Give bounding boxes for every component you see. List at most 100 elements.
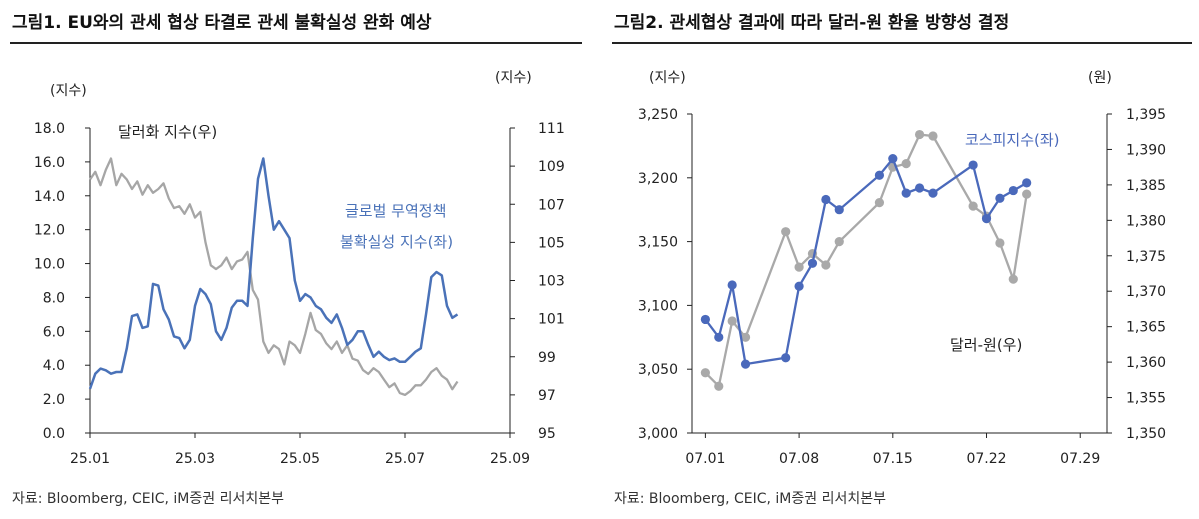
- kospi-point: [700, 314, 710, 325]
- right-tick-label: 99: [538, 350, 556, 366]
- left-tick-label: 16.0: [34, 155, 65, 171]
- usdkrw-point: [914, 129, 925, 140]
- kospi-point: [834, 205, 844, 215]
- kospi-point: [901, 188, 911, 198]
- left-tick-label: 8.0: [43, 290, 65, 306]
- usdkrw-point: [834, 237, 844, 247]
- series-line-dxy: [89, 157, 459, 397]
- kospi-point: [807, 258, 818, 268]
- kospi-point: [714, 332, 724, 342]
- x-tick-label: 25.05: [280, 451, 320, 467]
- kospi-point: [794, 281, 804, 291]
- left-tick-label: 6.0: [43, 324, 65, 340]
- series-label-usdkrw: 달러-원(우): [950, 336, 1022, 354]
- kospi-point: [727, 280, 737, 290]
- right-tick-label: 1,375: [1126, 249, 1166, 265]
- left-tick-label: 3,050: [638, 362, 678, 378]
- usdkrw-point: [901, 159, 911, 169]
- right-tick-label: 1,395: [1126, 107, 1166, 123]
- right-tick-label: 103: [538, 274, 565, 290]
- figure2-title-rule: [612, 42, 1192, 44]
- right-tick-label: 95: [538, 426, 556, 442]
- kospi-point: [888, 154, 898, 164]
- series-line-kospi: [704, 156, 1028, 366]
- left-tick-label: 18.0: [34, 121, 65, 137]
- right-tick-label: 105: [538, 235, 565, 251]
- x-tick-label: 07.22: [966, 451, 1006, 467]
- kospi-point: [981, 214, 992, 224]
- right-tick-label: 1,365: [1126, 320, 1166, 336]
- figure1-title: 그림1. EU와의 관세 협상 타결로 관세 불확실성 완화 예상: [12, 13, 432, 33]
- series-label-tpu-line2: 불확실성 지수(좌): [340, 233, 453, 251]
- right-tick-label: 1,390: [1126, 142, 1166, 158]
- usdkrw-point: [794, 262, 804, 272]
- kospi-point: [781, 353, 791, 363]
- kospi-point: [821, 194, 831, 205]
- chart1-dxy-vs-tpu: 0.0 2.0 4.0 6.0 8.0 10.0 12.0 14.0 16.0 18.0 95 97 9…: [34, 70, 565, 467]
- right-tick-label: 1,385: [1126, 178, 1166, 194]
- kospi-point: [740, 359, 751, 369]
- figure2-source: 자료: Bloomberg, CEIC, iM증권 리서치본부: [614, 491, 886, 507]
- right-tick-label: 107: [538, 197, 565, 213]
- series-line-tpu: [88, 157, 459, 390]
- x-tick-label: 25.03: [175, 451, 215, 467]
- left-tick-label: 3,250: [638, 107, 678, 123]
- right-tick-label: 1,360: [1126, 355, 1166, 371]
- kospi-point: [995, 193, 1005, 203]
- left-tick-label: 3,000: [638, 426, 678, 442]
- usdkrw-point: [968, 201, 978, 211]
- right-tick-label: 1,370: [1126, 284, 1166, 300]
- left-tick-label: 3,200: [638, 171, 678, 187]
- left-tick-label: 3,150: [638, 235, 678, 251]
- usdkrw-point: [740, 332, 751, 342]
- usdkrw-point: [995, 238, 1005, 248]
- right-axis-unit: (지수): [495, 70, 532, 86]
- x-tick-label: 25.01: [70, 451, 110, 467]
- left-axis-unit: (지수): [50, 83, 87, 99]
- kospi-point: [1022, 178, 1032, 188]
- left-tick-label: 4.0: [43, 358, 65, 374]
- x-tick-label: 07.01: [685, 451, 725, 467]
- right-tick-label: 101: [538, 312, 565, 328]
- right-axis-unit: (원): [1088, 70, 1112, 86]
- left-tick-label: 10.0: [34, 257, 65, 273]
- left-tick-label: 3,100: [638, 298, 678, 314]
- series-label-dxy: 달러화 지수(우): [118, 123, 217, 141]
- usdkrw-point: [1008, 274, 1018, 284]
- figure1-source: 자료: Bloomberg, CEIC, iM증권 리서치본부: [12, 491, 284, 507]
- usdkrw-point: [821, 260, 831, 270]
- usdkrw-point: [781, 227, 791, 237]
- right-tick-label: 1,380: [1126, 213, 1166, 229]
- left-tick-label: 0.0: [43, 426, 65, 442]
- x-tick-label: 07.15: [873, 451, 913, 467]
- usdkrw-point: [714, 381, 724, 391]
- left-tick-label: 2.0: [43, 392, 65, 408]
- right-tick-label: 1,355: [1126, 391, 1166, 407]
- kospi-point: [914, 183, 925, 193]
- kospi-point: [928, 188, 938, 198]
- kospi-point: [874, 170, 885, 180]
- usdkrw-point: [928, 131, 938, 141]
- right-tick-label: 97: [538, 388, 556, 404]
- kospi-point: [968, 160, 978, 170]
- series-label-tpu-line1: 글로벌 무역정책: [345, 202, 446, 220]
- right-tick-label: 109: [538, 159, 565, 175]
- left-tick-label: 12.0: [34, 223, 65, 239]
- usdkrw-point: [1022, 189, 1032, 199]
- usdkrw-point: [727, 316, 737, 326]
- left-axis-unit: (지수): [649, 70, 686, 86]
- series-label-kospi: 코스피지수(좌): [965, 131, 1060, 149]
- chart2-kospi-vs-usdkrw: 3,000 3,050 3,100 3,150 3,200 3,250 1,350 1,355…: [638, 70, 1166, 467]
- figure1-title-rule: [10, 42, 582, 44]
- figure2-title: 그림2. 관세협상 결과에 따라 달러-원 환율 방향성 결정: [614, 13, 1010, 33]
- left-tick-label: 14.0: [34, 189, 65, 205]
- usdkrw-point: [874, 198, 885, 208]
- right-tick-label: 111: [538, 121, 565, 137]
- x-tick-label: 25.09: [490, 451, 530, 467]
- usdkrw-point: [700, 368, 710, 378]
- x-tick-label: 07.29: [1060, 451, 1100, 467]
- right-tick-label: 1,350: [1126, 426, 1166, 442]
- x-tick-label: 25.07: [385, 451, 425, 467]
- kospi-point: [1008, 185, 1018, 196]
